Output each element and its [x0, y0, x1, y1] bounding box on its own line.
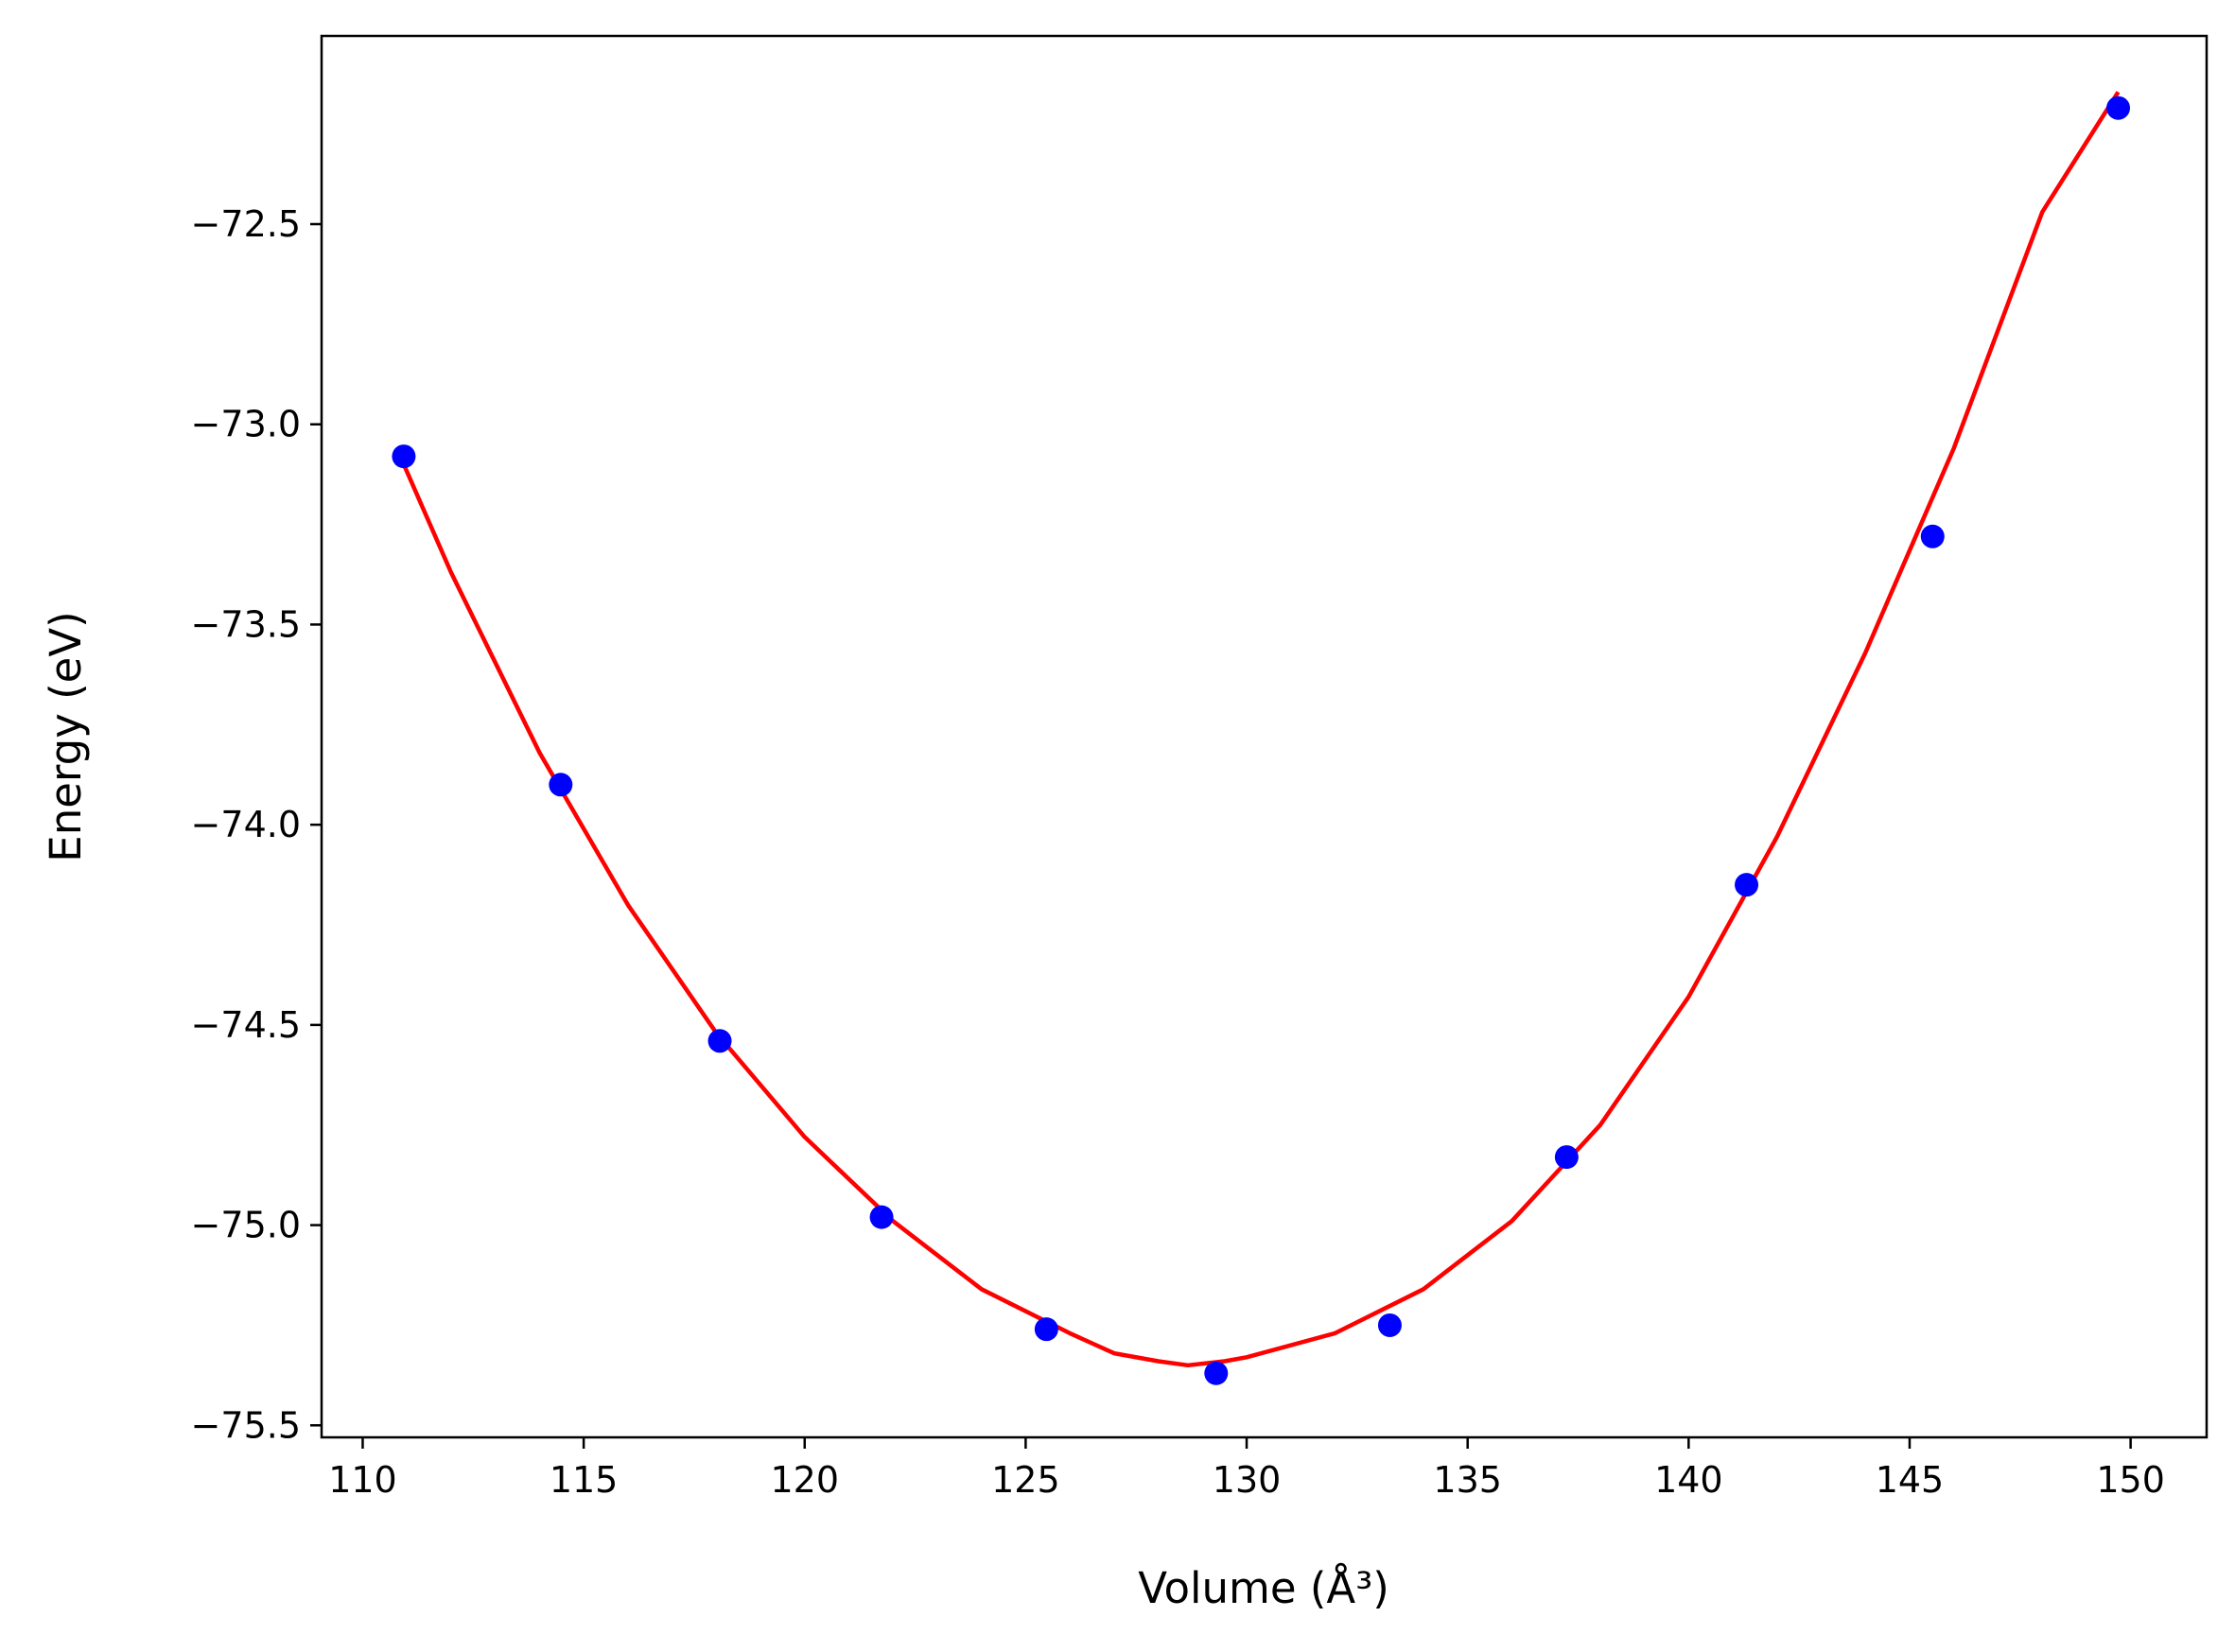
data-point [707, 1029, 732, 1053]
x-tick-label: 130 [1213, 1459, 1282, 1501]
plot-area [320, 34, 2209, 1439]
y-tick-label: −75.0 [191, 1205, 301, 1246]
data-point [1735, 873, 1759, 897]
x-axis-title: Volume (Å³) [1138, 1563, 1389, 1613]
data-point [392, 444, 416, 469]
data-point [1034, 1317, 1058, 1342]
y-axis-title: Energy (eV) [41, 611, 91, 861]
y-tick-label: −74.0 [191, 804, 301, 845]
x-tick-label: 110 [328, 1459, 397, 1501]
y-tick-label: −75.5 [191, 1404, 301, 1446]
data-point [869, 1205, 894, 1229]
data-point [2106, 96, 2131, 120]
data-point [1377, 1313, 1402, 1337]
x-tick-label: 125 [991, 1459, 1060, 1501]
fit-curve-layer [401, 91, 2121, 1368]
y-axis-ticks: −75.5 −75.0 −74.5 −74.0 −73.5 −73.0 −72.5 [191, 203, 322, 1446]
x-tick-label: 150 [2096, 1459, 2165, 1501]
data-points-layer [392, 96, 2131, 1385]
x-tick-label: 135 [1433, 1459, 1502, 1501]
data-point [549, 773, 573, 797]
data-point [1204, 1361, 1229, 1385]
y-tick-label: −74.5 [191, 1004, 301, 1046]
x-tick-label: 145 [1876, 1459, 1945, 1501]
data-point [1554, 1145, 1579, 1170]
fit-curve [401, 91, 2121, 1368]
x-tick-label: 120 [770, 1459, 839, 1501]
y-tick-label: −72.5 [191, 203, 301, 245]
y-tick-label: −73.0 [191, 404, 301, 445]
x-axis-ticks: 110 115 120 125 130 135 140 145 150 [328, 1437, 2165, 1501]
data-point [1920, 524, 1945, 548]
x-tick-label: 140 [1654, 1459, 1723, 1501]
y-tick-label: −73.5 [191, 603, 301, 645]
x-tick-label: 115 [550, 1459, 619, 1501]
